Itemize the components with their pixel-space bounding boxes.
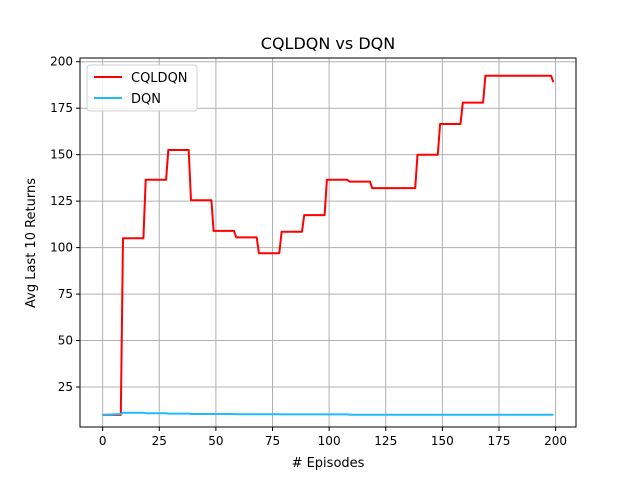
y-tick-label: 50 [58, 334, 73, 348]
x-tick-label: 75 [265, 434, 280, 448]
series-line-dqn [102, 411, 554, 416]
legend-label: CQLDQN [131, 71, 188, 86]
x-tick-label: 0 [99, 434, 107, 448]
series-line-cqldqn [102, 74, 555, 416]
x-gridlines [102, 58, 557, 427]
chart-title: CQLDQN vs DQN [261, 34, 395, 53]
series-layer [102, 74, 555, 416]
y-tick-label: 175 [50, 101, 73, 115]
x-tick-label: 100 [318, 434, 341, 448]
y-tick-label: 125 [50, 194, 73, 208]
x-tick-label: 50 [208, 434, 223, 448]
x-tick-label: 150 [431, 434, 454, 448]
x-tick-label: 125 [374, 434, 397, 448]
x-tick-label: 200 [544, 434, 567, 448]
y-axis-ticks: 25 50 75 100 125 150 175 200 [50, 55, 80, 394]
plot-frame [79, 57, 577, 428]
x-axis-ticks: 0 25 50 75 100 125 150 175 200 [99, 427, 567, 448]
legend: CQLDQN DQN [86, 64, 198, 112]
y-tick-label: 150 [50, 148, 73, 162]
y-tick-label: 75 [58, 287, 73, 301]
x-tick-label: 25 [152, 434, 167, 448]
x-axis-label: # Episodes [292, 456, 365, 471]
y-tick-label: 100 [50, 241, 73, 255]
y-axis-label: Avg Last 10 Returns [24, 178, 39, 308]
y-tick-label: 25 [58, 380, 73, 394]
x-tick-label: 175 [488, 434, 511, 448]
y-tick-label: 200 [50, 55, 73, 69]
y-gridlines [80, 61, 576, 388]
legend-label: DQN [131, 92, 161, 107]
